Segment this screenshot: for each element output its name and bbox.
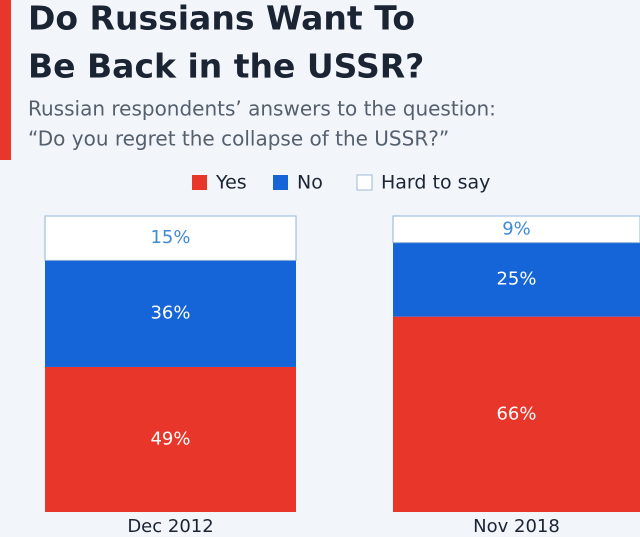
bar-segment — [45, 366, 296, 512]
x-tick-label: Nov 2018 — [473, 516, 560, 537]
legend-swatch — [356, 174, 373, 191]
value-label: 9% — [502, 218, 531, 239]
bar-segment — [393, 316, 640, 512]
chart-title: Do Russians Want To — [28, 0, 415, 38]
bar-segment — [393, 242, 640, 317]
bar-segment — [45, 260, 296, 367]
value-label: 25% — [496, 269, 536, 290]
subtitle: Russian respondents’ answers to the ques… — [28, 97, 496, 121]
x-tick-label: Dec 2012 — [127, 516, 213, 537]
legend-label: Yes — [215, 172, 247, 194]
legend-swatch — [192, 175, 207, 190]
legend-swatch — [273, 175, 288, 190]
legend-label: Hard to say — [381, 172, 490, 194]
value-label: 36% — [150, 303, 190, 324]
bar-segment — [44, 215, 297, 261]
chart-title: Be Back in the USSR? — [28, 47, 424, 86]
accent-bar — [0, 0, 11, 160]
value-label: 49% — [150, 428, 190, 449]
subtitle: “Do you regret the collapse of the USSR?… — [28, 127, 449, 151]
value-label: 66% — [496, 403, 536, 424]
legend-label: No — [297, 172, 323, 194]
bar-segment — [392, 215, 640, 244]
value-label: 15% — [150, 227, 190, 248]
